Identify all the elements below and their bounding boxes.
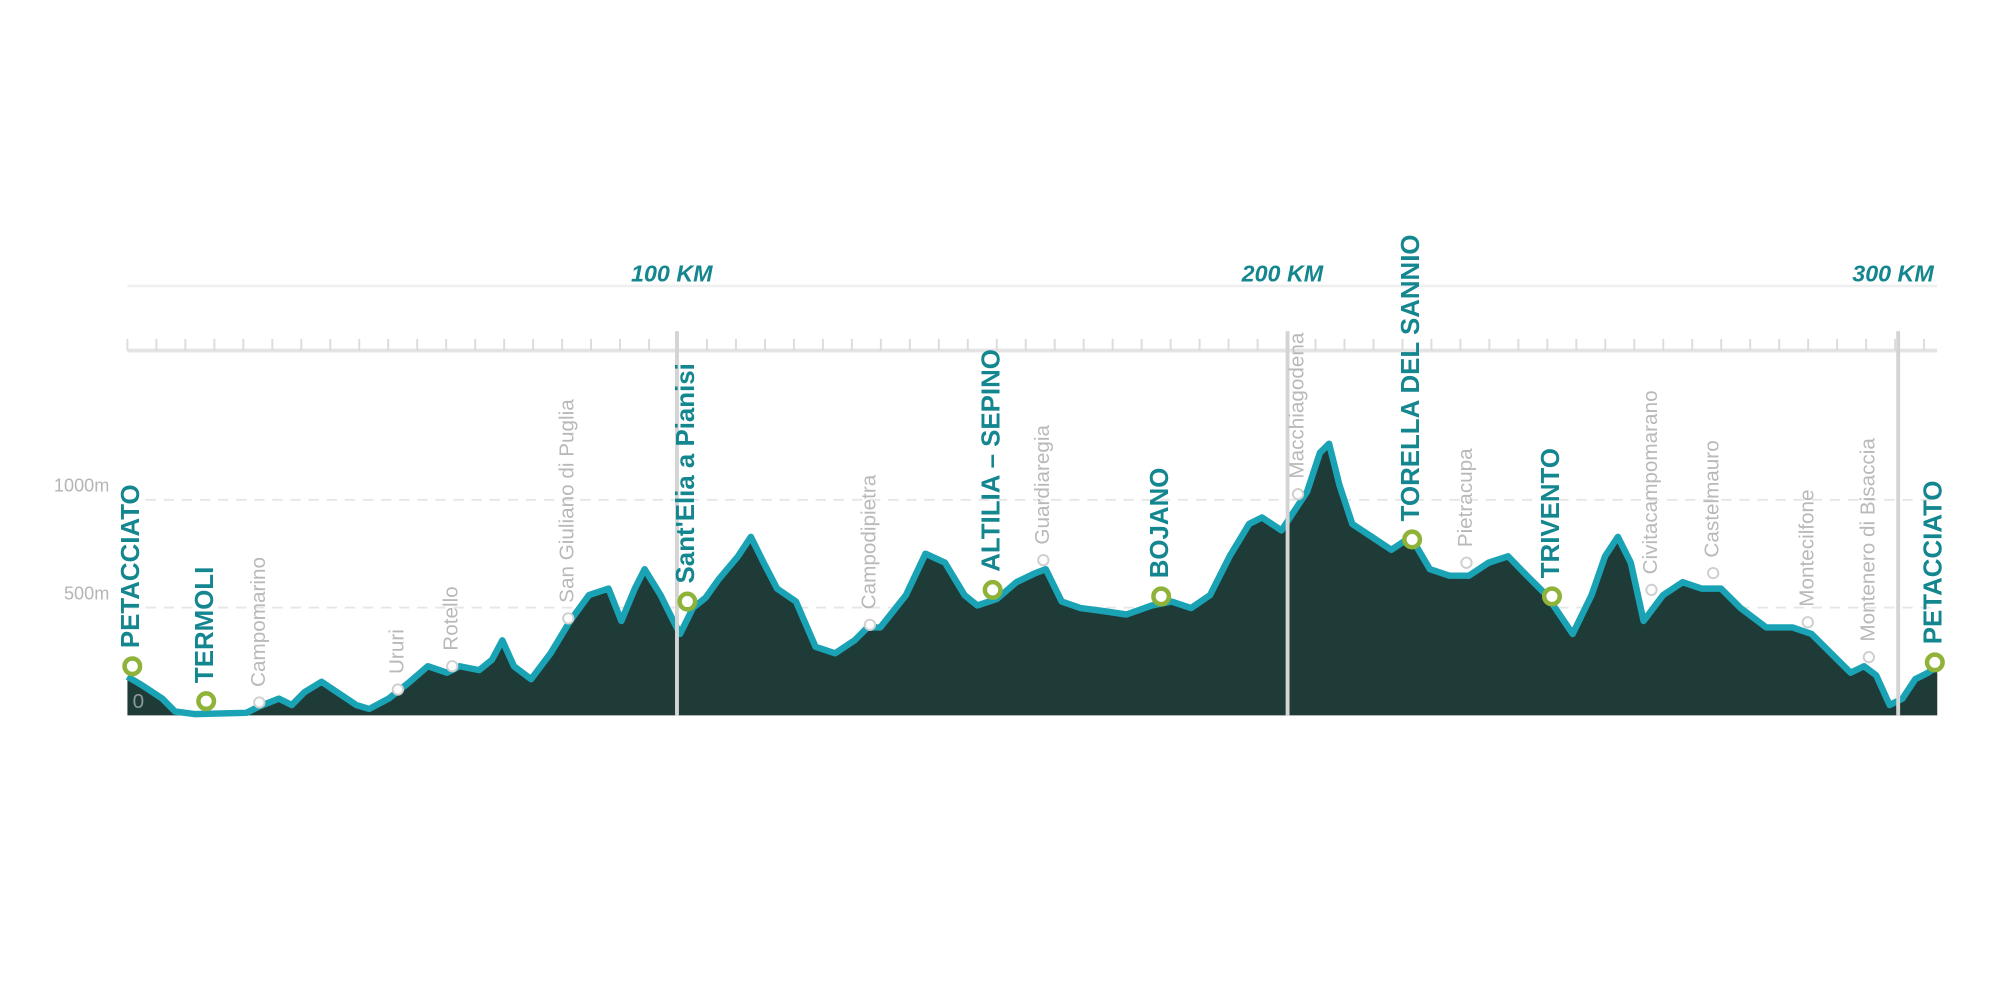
town-label: Campomarino	[247, 557, 270, 687]
town-label: Rotello	[440, 586, 463, 650]
y-tick-label: 1000m	[54, 476, 109, 496]
town-marker	[1460, 556, 1473, 569]
town-label: Campodipietra	[857, 474, 880, 609]
stage-marker	[1924, 652, 1945, 673]
town-marker	[1645, 583, 1658, 597]
stage-marker	[1541, 586, 1562, 607]
stage-label: PETACCIATO	[1920, 480, 1948, 644]
stage-label: Sant'Elia a Pianisi	[672, 363, 700, 583]
town-marker	[446, 660, 459, 673]
town-marker	[1037, 554, 1050, 567]
town-label: Pietracupa	[1454, 448, 1477, 547]
town-marker	[1801, 616, 1814, 629]
town-marker	[863, 618, 877, 631]
stage-label: TERMOLI	[191, 567, 219, 683]
town-label: Civitacampomarano	[1639, 390, 1662, 574]
stage-marker	[196, 691, 217, 712]
town-label: San Giuliano di Puglia	[556, 399, 579, 603]
stage-marker	[1402, 529, 1423, 550]
town-label: Guardiaregia	[1031, 425, 1054, 545]
stage-label: BOJANO	[1146, 468, 1174, 579]
town-label: Macchiagodena	[1285, 332, 1308, 479]
y-tick-label: 0	[133, 690, 145, 713]
x-tick-label: 100 KM	[631, 261, 713, 287]
town-marker	[1862, 651, 1876, 664]
town-label: Montecilfone	[1795, 489, 1818, 606]
town-label: Ururi	[385, 629, 408, 674]
stage-marker	[1151, 586, 1172, 607]
town-marker	[391, 683, 405, 696]
stage-marker	[122, 656, 143, 677]
town-marker	[1291, 488, 1305, 501]
stage-marker	[677, 591, 698, 612]
town-marker	[1707, 566, 1720, 580]
stage-label: TRIVENTO	[1537, 448, 1565, 578]
ruler	[126, 338, 1926, 351]
stage-marker	[982, 579, 1003, 600]
x-tick-label: 300 KM	[1852, 261, 1934, 287]
town-marker	[253, 696, 266, 709]
town-label: Castelmauro	[1701, 440, 1724, 557]
elevation-area	[127, 443, 1938, 716]
x-tick-label: 200 KM	[1241, 261, 1324, 287]
town-marker	[562, 612, 575, 625]
y-tick-label: 500m	[64, 583, 109, 603]
stage-label: TORELLA DEL SANNIO	[1397, 234, 1425, 521]
town-label: Montenero di Bisaccia	[1856, 438, 1879, 642]
stage-label: PETACCIATO	[117, 484, 145, 648]
stage-label: ALTILIA – SEPINO	[977, 349, 1005, 572]
